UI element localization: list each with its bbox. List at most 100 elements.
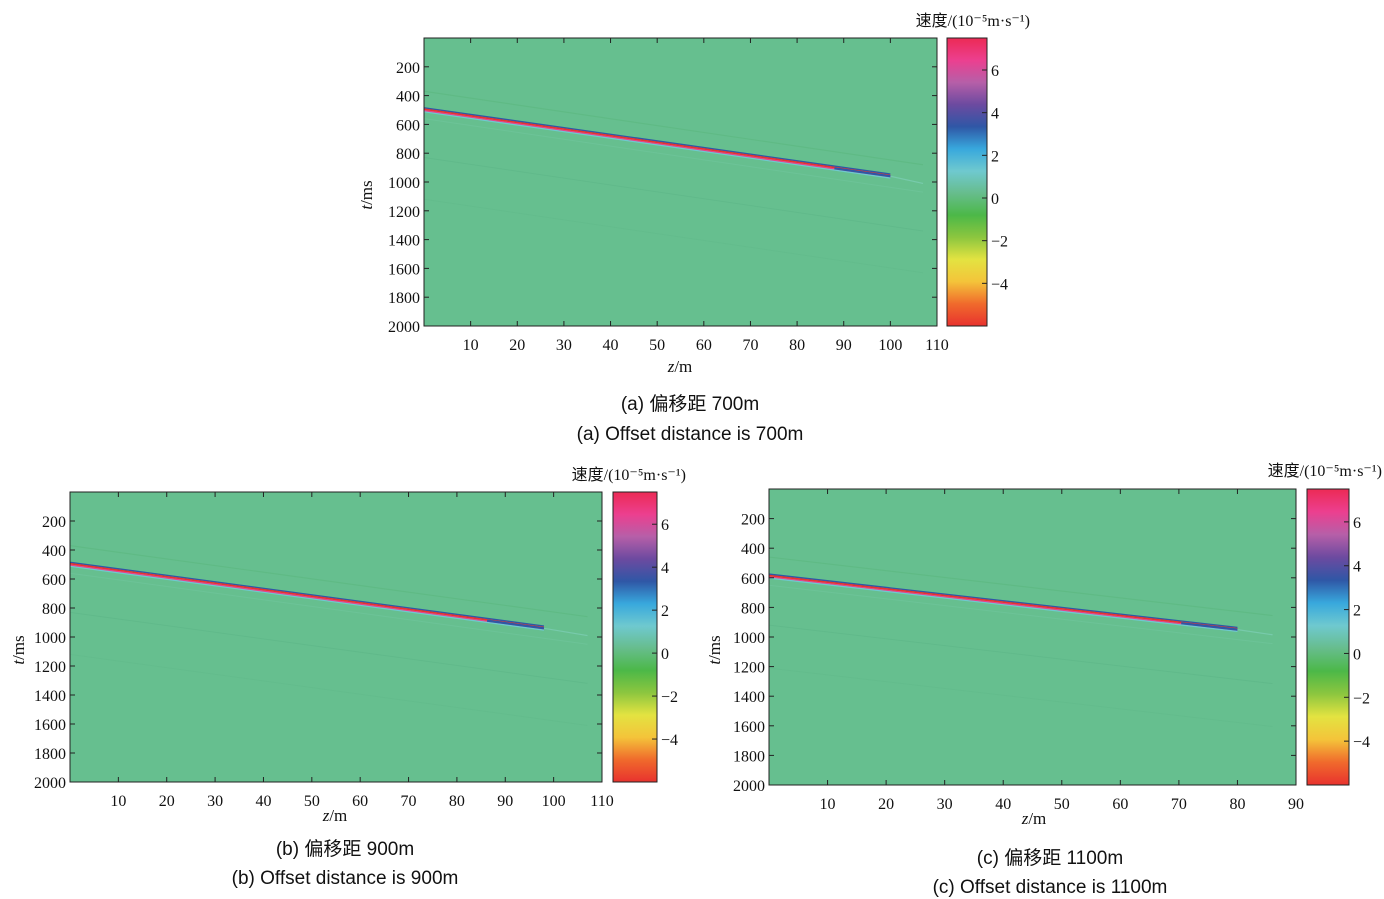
y-tick-label: 600 <box>741 571 765 588</box>
y-tick-label: 800 <box>42 601 66 618</box>
colorbar-tick-label: −2 <box>991 234 1008 251</box>
x-tick-label: 80 <box>789 337 805 354</box>
y-tick-label: 600 <box>42 572 66 589</box>
wavefront-band-2 <box>768 574 1238 630</box>
heatmap-field <box>769 489 1296 785</box>
x-axis-title: z/m <box>322 806 348 825</box>
x-tick-label: 20 <box>159 793 175 810</box>
y-tick-label: 1800 <box>733 748 765 765</box>
x-tick-label: 30 <box>207 793 223 810</box>
x-tick-label: 60 <box>352 793 368 810</box>
panel-a: 10 20 30 40 50 60 70 80 90 100 1102004006008001000… <box>357 12 1030 376</box>
y-tick-label: 1000 <box>34 630 66 647</box>
wavefront-band-4 <box>768 577 1238 632</box>
faint-arrival-1 <box>423 90 924 166</box>
y-tick-label: 800 <box>396 146 420 163</box>
colorbar <box>612 491 658 783</box>
y-tick-label: 1600 <box>34 717 66 734</box>
x-tick-label: 70 <box>742 337 758 354</box>
x-tick-label: 90 <box>836 337 852 354</box>
wavefront-tail <box>1237 629 1273 636</box>
y-tick-label: 1200 <box>733 660 765 677</box>
plot-frame <box>423 37 938 327</box>
colorbar-tick-label: −2 <box>1353 690 1370 707</box>
x-tick-label: 40 <box>995 796 1011 813</box>
wavefront-band-4 <box>423 111 891 179</box>
y-tick-label: 2000 <box>388 319 420 336</box>
y-tick-label: 2000 <box>733 778 765 795</box>
colorbar-title: 速度/(10⁻⁵m·s⁻¹) <box>916 12 1030 30</box>
colorbar-tick-label: 2 <box>1353 603 1361 620</box>
x-tick-label: 20 <box>509 337 525 354</box>
y-tick-label: 400 <box>396 89 420 106</box>
colorbar-tick-label: 2 <box>991 148 999 165</box>
y-tick-label: 1200 <box>388 204 420 221</box>
x-tick-label: 60 <box>696 337 712 354</box>
x-tick-label: 10 <box>110 793 126 810</box>
x-axis-title: z/m <box>1021 809 1047 828</box>
wavefront-band-2 <box>69 562 545 629</box>
colorbar-tick-label: −4 <box>1353 734 1370 751</box>
faint-arrival-3 <box>69 611 588 684</box>
x-tick-label: 80 <box>1229 796 1245 813</box>
plot-frame <box>768 488 1297 786</box>
x-tick-label: 80 <box>449 793 465 810</box>
colorbar <box>946 37 988 327</box>
x-tick-label: 90 <box>497 793 513 810</box>
wavefront-band-4 <box>69 565 545 631</box>
x-tick-label: 110 <box>590 793 613 810</box>
panel-b: 10 20 30 40 50 60 70 80 90 100 1102004006008001000… <box>9 466 686 825</box>
y-tick-label: 400 <box>42 543 66 560</box>
x-tick-label: 30 <box>937 796 953 813</box>
wavefront-tip <box>486 619 545 630</box>
y-tick-label: 2000 <box>34 775 66 792</box>
colorbar-tick-label: 0 <box>991 191 999 208</box>
faint-arrival-2 <box>423 118 924 193</box>
plot-frame <box>69 491 603 783</box>
x-tick-label: 40 <box>603 337 619 354</box>
colorbar-tick-label: 4 <box>661 560 669 577</box>
colorbar-tick-label: 4 <box>991 106 999 123</box>
y-tick-label: 1800 <box>388 290 420 307</box>
faint-arrival-2 <box>768 584 1273 645</box>
y-axis-title: t/ms <box>705 635 724 664</box>
colorbar-title: 速度/(10⁻⁵m·s⁻¹) <box>572 466 686 484</box>
colorbar-tick-label: 4 <box>1353 559 1361 576</box>
panel-c: 10 20 30 40 50 60 70 80 902004006008001000120014… <box>705 462 1382 828</box>
wavefront-band-1 <box>423 107 891 175</box>
colorbar-tick-label: 2 <box>661 603 669 620</box>
wavefront-band-3 <box>69 564 545 630</box>
wavefront-band-1 <box>69 561 545 627</box>
y-tick-label: 800 <box>741 600 765 617</box>
faint-arrival-4 <box>423 198 924 274</box>
wavefront-tip <box>834 167 891 178</box>
y-tick-label: 1600 <box>733 719 765 736</box>
wavefront-band-3 <box>423 110 891 178</box>
colorbar-tick-label: 0 <box>1353 646 1361 663</box>
wavefront-band-1 <box>768 573 1238 629</box>
x-tick-label: 70 <box>1171 796 1187 813</box>
y-tick-label: 200 <box>42 514 66 531</box>
colorbar-tick-label: −4 <box>991 276 1008 293</box>
y-tick-label: 1400 <box>34 688 66 705</box>
x-tick-label: 90 <box>1288 796 1304 813</box>
x-tick-label: 10 <box>463 337 479 354</box>
colorbar-tick-label: −4 <box>661 732 678 749</box>
y-tick-label: 1200 <box>34 659 66 676</box>
y-tick-label: 600 <box>396 117 420 134</box>
x-tick-label: 40 <box>255 793 271 810</box>
x-axis-title: z/m <box>667 357 693 376</box>
y-tick-label: 1800 <box>34 746 66 763</box>
colorbar-tick-label: 6 <box>661 517 669 534</box>
caption-b-en: (b) Offset distance is 900m <box>231 868 459 889</box>
caption-a-en: (a) Offset distance is 700m <box>576 424 804 445</box>
y-tick-label: 1600 <box>388 261 420 278</box>
x-tick-label: 50 <box>1054 796 1070 813</box>
x-tick-label: 70 <box>401 793 417 810</box>
x-tick-label: 100 <box>542 793 566 810</box>
y-tick-label: 1000 <box>388 175 420 192</box>
faint-arrival-4 <box>768 667 1273 728</box>
y-tick-label: 1400 <box>733 689 765 706</box>
x-tick-label: 110 <box>925 337 948 354</box>
